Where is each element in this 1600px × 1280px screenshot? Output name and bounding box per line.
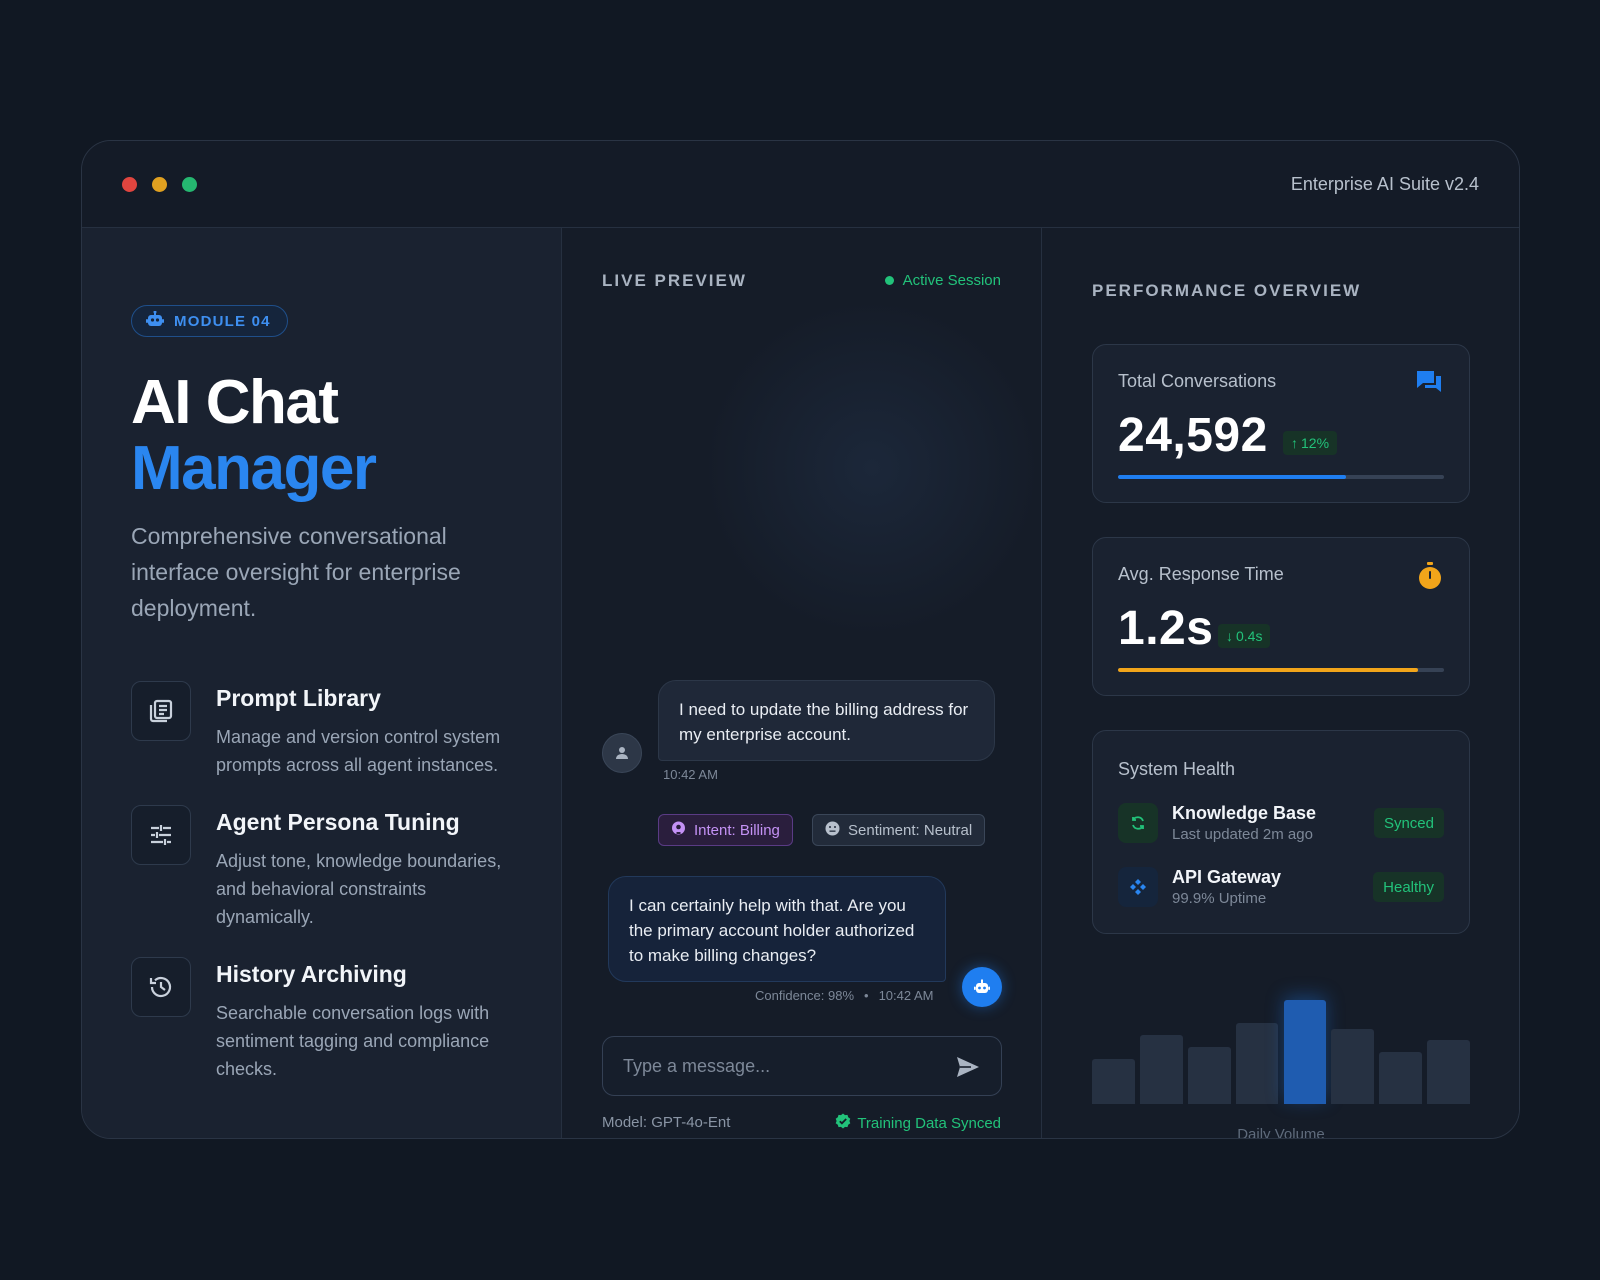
page-description: Comprehensive conversational interface o… <box>131 523 461 621</box>
verified-check-icon <box>835 1113 851 1133</box>
model-label: Model: GPT-4o-Ent <box>602 1114 731 1131</box>
progress-fill <box>1118 668 1418 672</box>
hero-panel: MODULE 04 AI Chat Manager Comprehensive … <box>82 228 562 1138</box>
bot-message-time: 10:42 AM <box>878 988 934 1003</box>
chart-x-label: Daily Volume <box>1237 1126 1325 1139</box>
title-bar: Enterprise AI Suite v2.4 <box>82 141 1519 228</box>
progress-track <box>1118 668 1444 672</box>
user-message-bubble: I need to update the billing address for… <box>658 680 995 761</box>
sync-icon <box>1118 803 1158 843</box>
feature-description: Manage and version control system prompt… <box>216 727 501 775</box>
delta-value: 12% <box>1301 435 1330 451</box>
training-sync-status: Training Data Synced <box>835 1113 1001 1133</box>
user-avatar-icon <box>602 733 642 773</box>
arrow-up-icon: ↑ <box>1291 435 1298 451</box>
chat-bubbles-icon <box>1415 369 1443 400</box>
message-composer <box>602 1036 1002 1096</box>
app-title: Enterprise AI Suite v2.4 <box>1290 174 1479 194</box>
progress-track <box>1118 475 1444 479</box>
daily-volume-chart <box>1092 968 1470 1104</box>
delta-badge: ↓ 0.4s <box>1218 624 1271 648</box>
delta-value: 0.4s <box>1236 628 1263 644</box>
health-item-detail: 99.9% Uptime <box>1172 890 1267 907</box>
volume-bar <box>1283 1000 1327 1104</box>
system-health-title: System Health <box>1118 759 1236 779</box>
user-message-time: 10:42 AM <box>663 767 718 782</box>
bot-message-meta: Confidence: 98% • 10:42 AM <box>755 988 934 1003</box>
arrow-down-icon: ↓ <box>1226 628 1233 644</box>
module-badge: MODULE 04 <box>131 305 288 337</box>
total-conversations-card[interactable]: Total Conversations 24,592 ↑ 12% <box>1092 344 1470 503</box>
app-window: Enterprise AI Suite v2.4 MODULE 04 AI Ch… <box>81 140 1520 1139</box>
system-health-card: System Health Knowledge Base Last update… <box>1092 730 1470 934</box>
status-badge: Healthy <box>1373 872 1444 902</box>
progress-fill <box>1118 475 1347 479</box>
volume-bar <box>1427 1040 1470 1104</box>
live-preview-panel: LIVE PREVIEW Active Session I need to up… <box>562 228 1042 1138</box>
active-session-label: Active Session <box>902 272 1001 289</box>
bot-avatar-icon <box>962 967 1002 1007</box>
health-item-name: API Gateway <box>1172 867 1282 887</box>
volume-bar <box>1187 1046 1231 1104</box>
status-badge: Synced <box>1373 808 1444 838</box>
close-window-button[interactable] <box>122 177 137 192</box>
bot-message-bubble: I can certainly help with that. Are you … <box>608 876 946 982</box>
volume-bar <box>1379 1052 1423 1104</box>
live-preview-label: LIVE PREVIEW <box>602 271 747 290</box>
training-sync-label: Training Data Synced <box>857 1114 1001 1132</box>
robot-icon <box>146 310 164 331</box>
sentiment-tag-label: Sentiment: Neutral <box>848 821 973 839</box>
page-title-line2: Manager <box>131 434 377 503</box>
health-item-detail: Last updated 2m ago <box>1172 826 1313 843</box>
feature-title: Agent Persona Tuning <box>216 809 460 835</box>
message-input[interactable] <box>603 1037 933 1095</box>
maximize-window-button[interactable] <box>182 177 197 192</box>
page-title-line1: AI Chat <box>131 368 339 437</box>
delta-badge: ↑ 12% <box>1283 431 1338 455</box>
neutral-face-icon <box>825 821 840 840</box>
status-dot-icon <box>884 276 894 285</box>
performance-panel: PERFORMANCE OVERVIEW Total Conversations… <box>1042 228 1519 1138</box>
performance-label: PERFORMANCE OVERVIEW <box>1092 281 1362 300</box>
volume-bar <box>1092 1058 1135 1104</box>
volume-bar <box>1139 1034 1183 1104</box>
module-badge-label: MODULE 04 <box>174 312 271 330</box>
sliders-icon <box>131 805 191 865</box>
card-label: Avg. Response Time <box>1118 564 1284 584</box>
send-icon[interactable] <box>955 1054 981 1080</box>
feature-description: Searchable conversation logs with sentim… <box>216 1003 490 1079</box>
feature-title: Prompt Library <box>216 685 381 711</box>
page-title: AI Chat Manager <box>131 368 377 503</box>
library-icon <box>131 681 191 741</box>
feature-title: History Archiving <box>216 961 407 987</box>
minimize-window-button[interactable] <box>152 177 167 192</box>
card-value: 24,592 <box>1118 409 1268 462</box>
brain-icon <box>671 821 686 840</box>
stopwatch-icon <box>1417 562 1443 595</box>
background-glow <box>702 298 1042 638</box>
volume-bar <box>1331 1029 1375 1104</box>
health-row-knowledge-base[interactable]: Knowledge Base Last updated 2m ago Synce… <box>1118 803 1444 847</box>
sentiment-tag[interactable]: Sentiment: Neutral <box>812 814 986 846</box>
volume-bar <box>1235 1023 1279 1104</box>
meta-separator: • <box>864 988 869 1003</box>
card-label: Total Conversations <box>1118 371 1277 391</box>
active-session-status: Active Session <box>884 272 1001 289</box>
bot-confidence: Confidence: 98% <box>755 988 855 1003</box>
history-icon <box>131 957 191 1017</box>
health-item-name: Knowledge Base <box>1172 803 1317 823</box>
feature-description: Adjust tone, knowledge boundaries, and b… <box>216 851 502 927</box>
intent-tag-label: Intent: Billing <box>694 821 780 839</box>
intent-tag[interactable]: Intent: Billing <box>658 814 793 846</box>
response-time-card[interactable]: Avg. Response Time 1.2s ↓ 0.4s <box>1092 537 1470 696</box>
network-icon <box>1118 867 1158 907</box>
card-value: 1.2s <box>1118 602 1214 655</box>
health-row-api-gateway[interactable]: API Gateway 99.9% Uptime Healthy <box>1118 867 1444 911</box>
